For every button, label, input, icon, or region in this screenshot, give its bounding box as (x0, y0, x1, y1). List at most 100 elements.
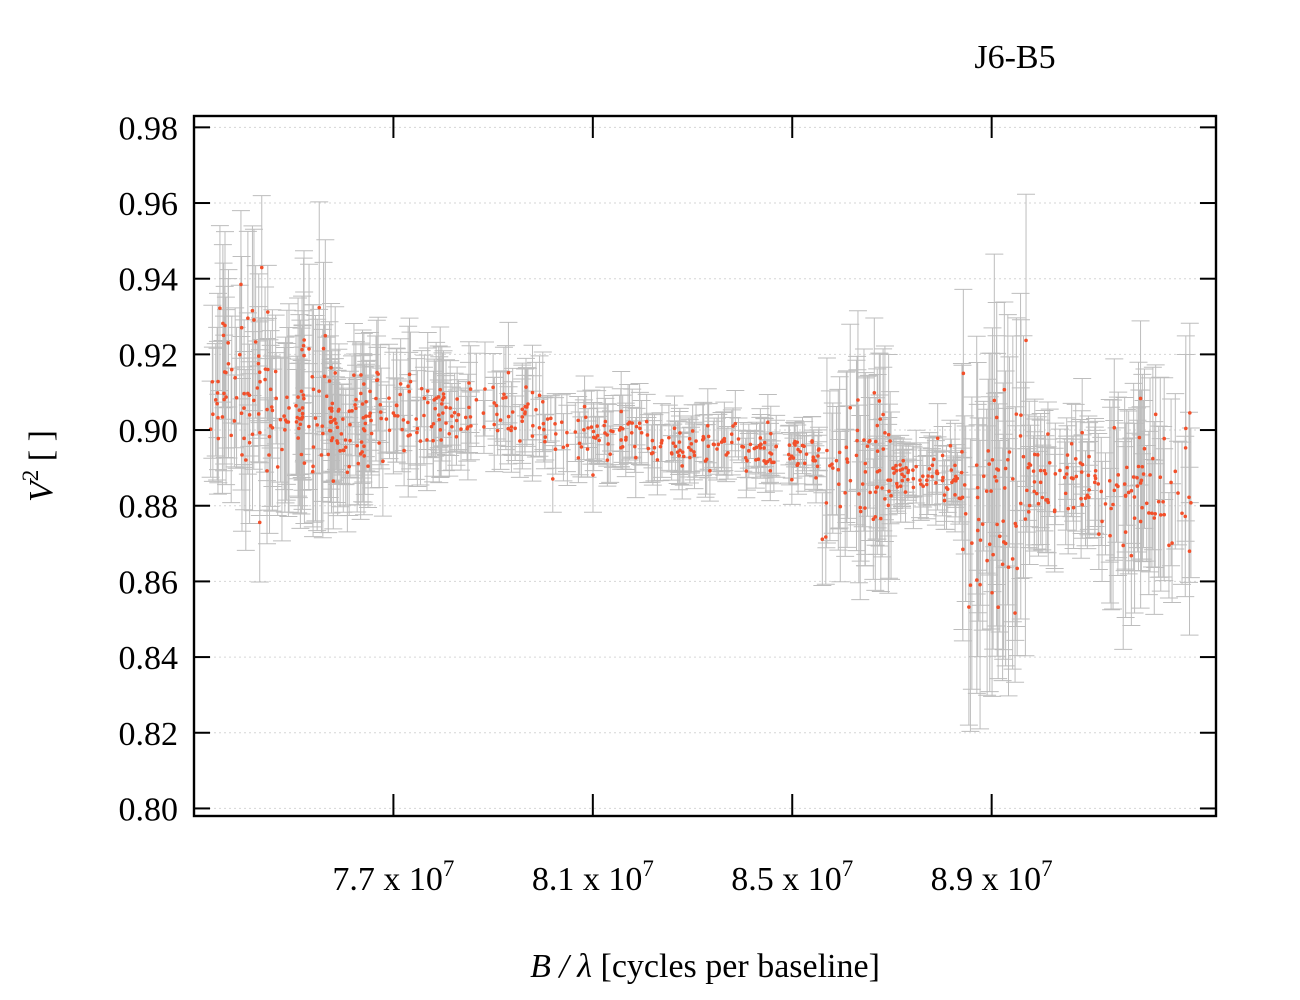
data-point (1032, 452, 1037, 457)
y-axis-superscript: 2 (18, 470, 43, 482)
data-point (1107, 479, 1112, 483)
data-point (444, 421, 448, 425)
data-point (573, 430, 578, 434)
data-point (278, 417, 283, 422)
data-point (520, 419, 524, 424)
data-point (1135, 484, 1140, 488)
data-point (619, 438, 623, 442)
data-point (800, 443, 805, 448)
data-point (745, 458, 749, 463)
data-point (758, 446, 763, 450)
data-point (387, 428, 392, 433)
data-point (962, 483, 967, 487)
data-point (1126, 490, 1131, 495)
data-point (1132, 516, 1137, 520)
data-point (855, 438, 859, 443)
data-point (216, 415, 220, 420)
data-point (239, 325, 244, 330)
data-point (1078, 461, 1083, 465)
data-point (246, 316, 250, 320)
data-point (873, 439, 878, 444)
data-point (975, 495, 980, 500)
data-point (343, 445, 348, 450)
data-point (256, 412, 261, 416)
data-point (513, 426, 517, 431)
data-point (251, 398, 256, 403)
data-point (1138, 396, 1143, 401)
data-point (1003, 466, 1008, 471)
data-point (1006, 457, 1010, 462)
data-point (398, 392, 402, 397)
data-point (608, 452, 613, 456)
data-point (391, 411, 396, 415)
data-point (895, 481, 899, 486)
data-point (341, 417, 345, 421)
data-point (224, 395, 228, 399)
data-point (860, 482, 865, 486)
data-point (242, 406, 246, 410)
data-point (565, 430, 569, 435)
data-point (520, 407, 525, 412)
data-point (307, 424, 311, 429)
data-point (237, 352, 242, 357)
data-point (975, 528, 980, 533)
data-point (593, 436, 598, 440)
data-point (811, 455, 816, 460)
data-point (1074, 474, 1079, 479)
data-point (1003, 541, 1008, 546)
data-point (244, 458, 248, 462)
data-point (934, 481, 938, 485)
data-point (530, 434, 535, 438)
data-point (1014, 524, 1018, 528)
data-point (985, 558, 989, 563)
data-point (222, 391, 226, 396)
data-point (856, 398, 860, 402)
data-point (722, 436, 727, 441)
data-point (1158, 513, 1163, 517)
data-point (298, 422, 303, 427)
data-point (791, 456, 796, 460)
data-point (247, 440, 252, 445)
data-point (444, 405, 448, 410)
data-point (463, 415, 468, 420)
data-point (1071, 476, 1075, 481)
data-point (1034, 491, 1039, 496)
data-point (1173, 469, 1178, 474)
data-point (1097, 532, 1101, 536)
data-point (673, 444, 678, 449)
data-point (352, 373, 356, 377)
data-point (362, 382, 366, 386)
data-point (843, 491, 847, 495)
data-point (960, 495, 965, 500)
data-point (655, 458, 660, 462)
data-point (633, 444, 637, 449)
data-point (414, 417, 418, 421)
data-point (455, 397, 459, 401)
data-point (454, 434, 459, 439)
data-point (283, 428, 287, 432)
data-point (1006, 565, 1011, 570)
data-point (873, 490, 878, 494)
data-point (537, 425, 542, 430)
data-point (1024, 338, 1028, 343)
data-point (265, 407, 269, 412)
data-point (534, 407, 538, 412)
data-point (452, 410, 457, 415)
data-point (267, 434, 272, 439)
data-point (1047, 460, 1052, 465)
data-point (331, 479, 336, 483)
data-point (814, 476, 818, 480)
y-tick-label: 0.80 (119, 791, 179, 828)
data-point (315, 423, 319, 427)
data-point (297, 426, 301, 431)
data-point (836, 467, 841, 472)
data-point (338, 449, 342, 453)
data-point (968, 583, 973, 587)
data-point (1019, 413, 1023, 417)
data-point (883, 497, 887, 501)
data-point (900, 467, 905, 471)
data-point (274, 396, 278, 401)
data-point (378, 402, 383, 407)
data-point (736, 437, 741, 441)
data-point (550, 477, 555, 481)
